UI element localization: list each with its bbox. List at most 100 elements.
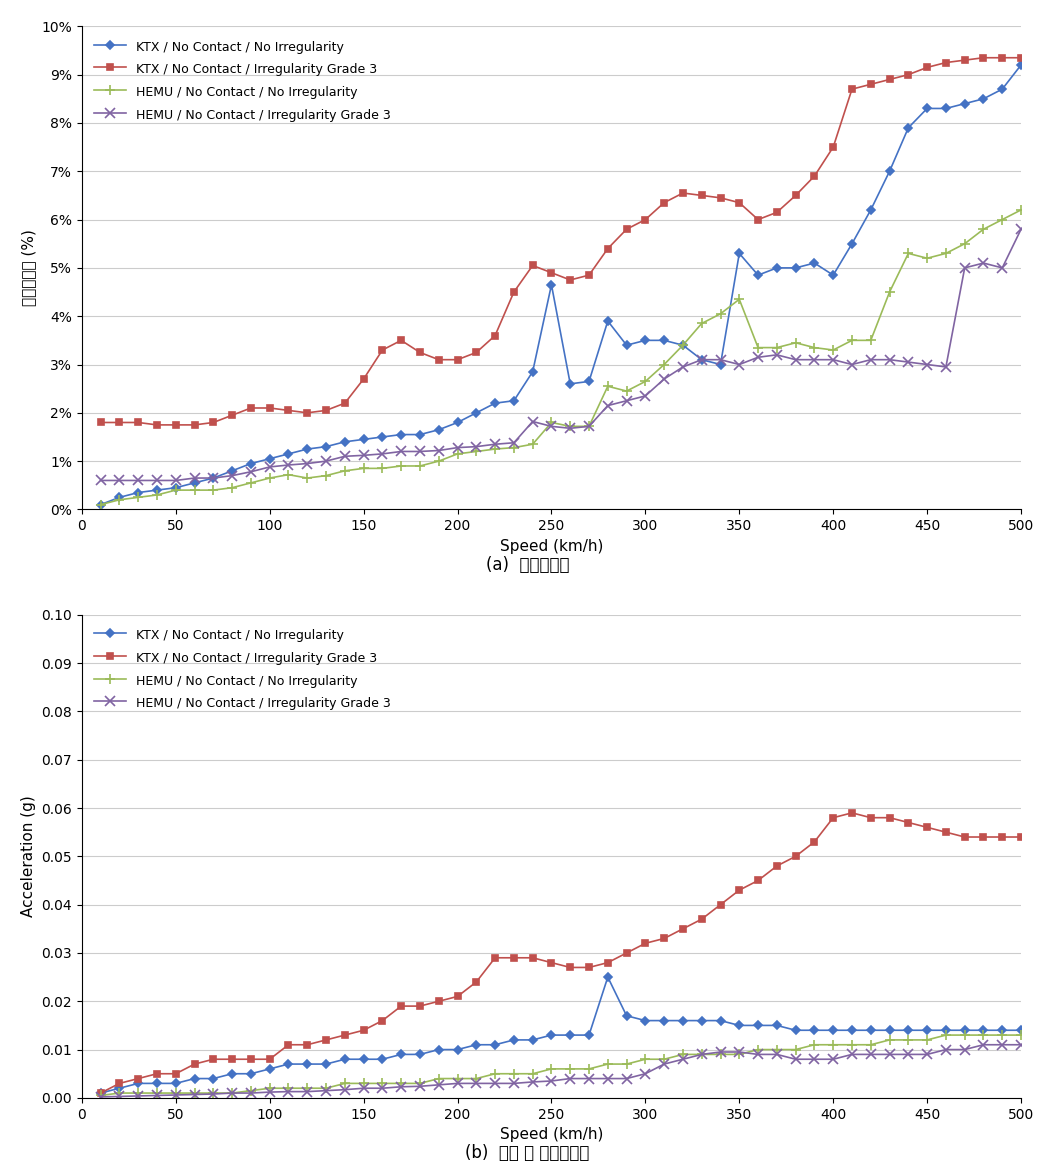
HEMU / No Contact / No Irregularity (582, 1062, 595, 1076)
KTX / No Contact / Irregularity Grade 3 (808, 835, 821, 849)
KTX / No Contact / Irregularity Grade 3 (264, 401, 276, 415)
KTX / No Contact / Irregularity Grade 3 (864, 811, 877, 825)
KTX / No Contact / No Irregularity (770, 1019, 783, 1033)
KTX / No Contact / Irregularity Grade 3 (902, 815, 915, 829)
KTX / No Contact / Irregularity Grade 3 (996, 51, 1009, 65)
HEMU / No Contact / No Irregularity (733, 292, 746, 306)
HEMU / No Contact / No Irregularity (827, 1037, 840, 1051)
KTX / No Contact / Irregularity Grade 3 (282, 404, 294, 418)
HEMU / No Contact / Irregularity Grade 3 (620, 1071, 633, 1085)
KTX / No Contact / No Irregularity (639, 1014, 652, 1028)
HEMU / No Contact / Irregularity Grade 3 (639, 1066, 652, 1080)
KTX / No Contact / Irregularity Grade 3 (620, 222, 633, 236)
HEMU / No Contact / No Irregularity (789, 1042, 802, 1056)
KTX / No Contact / No Irregularity (320, 1057, 332, 1071)
HEMU / No Contact / Irregularity Grade 3 (545, 1073, 558, 1087)
KTX / No Contact / Irregularity Grade 3 (770, 206, 783, 220)
HEMU / No Contact / Irregularity Grade 3 (676, 1053, 689, 1066)
Line: HEMU / No Contact / No Irregularity: HEMU / No Contact / No Irregularity (96, 1030, 1025, 1100)
KTX / No Contact / Irregularity Grade 3 (864, 77, 877, 91)
HEMU / No Contact / No Irregularity (151, 1086, 164, 1100)
KTX / No Contact / No Irregularity (1015, 1023, 1028, 1037)
KTX / No Contact / No Irregularity (808, 256, 821, 270)
HEMU / No Contact / Irregularity Grade 3 (601, 399, 614, 413)
KTX / No Contact / Irregularity Grade 3 (846, 806, 859, 820)
HEMU / No Contact / No Irregularity (846, 1037, 859, 1051)
KTX / No Contact / No Irregularity (770, 261, 783, 274)
KTX / No Contact / Irregularity Grade 3 (132, 1071, 145, 1085)
HEMU / No Contact / Irregularity Grade 3 (639, 388, 652, 402)
KTX / No Contact / No Irregularity (488, 397, 501, 411)
HEMU / No Contact / Irregularity Grade 3 (846, 357, 859, 371)
KTX / No Contact / Irregularity Grade 3 (488, 951, 501, 965)
HEMU / No Contact / Irregularity Grade 3 (433, 1078, 445, 1092)
KTX / No Contact / Irregularity Grade 3 (320, 1033, 332, 1047)
KTX / No Contact / Irregularity Grade 3 (582, 961, 595, 975)
HEMU / No Contact / Irregularity Grade 3 (452, 441, 464, 455)
HEMU / No Contact / No Irregularity (883, 1033, 896, 1047)
KTX / No Contact / Irregularity Grade 3 (376, 343, 388, 357)
HEMU / No Contact / Irregularity Grade 3 (770, 1048, 783, 1062)
HEMU / No Contact / No Irregularity (113, 493, 126, 507)
HEMU / No Contact / No Irregularity (902, 1033, 915, 1047)
Legend: KTX / No Contact / No Irregularity, KTX / No Contact / Irregularity Grade 3, HEM: KTX / No Contact / No Irregularity, KTX … (89, 621, 397, 718)
HEMU / No Contact / Irregularity Grade 3 (564, 421, 577, 435)
KTX / No Contact / No Irregularity (658, 334, 671, 348)
HEMU / No Contact / No Irregularity (827, 343, 840, 357)
KTX / No Contact / Irregularity Grade 3 (676, 186, 689, 200)
HEMU / No Contact / Irregularity Grade 3 (658, 372, 671, 386)
HEMU / No Contact / No Irregularity (488, 1066, 501, 1080)
KTX / No Contact / Irregularity Grade 3 (695, 912, 708, 926)
KTX / No Contact / No Irregularity (376, 1053, 388, 1066)
KTX / No Contact / Irregularity Grade 3 (940, 826, 953, 840)
HEMU / No Contact / Irregularity Grade 3 (395, 1079, 407, 1093)
KTX / No Contact / No Irregularity (207, 471, 219, 485)
HEMU / No Contact / No Irregularity (770, 1042, 783, 1056)
HEMU / No Contact / Irregularity Grade 3 (883, 1048, 896, 1062)
Line: HEMU / No Contact / Irregularity Grade 3: HEMU / No Contact / Irregularity Grade 3 (96, 1040, 1025, 1101)
KTX / No Contact / No Irregularity (94, 498, 107, 512)
KTX / No Contact / Irregularity Grade 3 (301, 406, 313, 420)
HEMU / No Contact / No Irregularity (226, 1086, 238, 1100)
Line: KTX / No Contact / Irregularity Grade 3: KTX / No Contact / Irregularity Grade 3 (97, 809, 1024, 1097)
KTX / No Contact / No Irregularity (582, 374, 595, 388)
KTX / No Contact / No Irregularity (789, 1023, 802, 1037)
KTX / No Contact / Irregularity Grade 3 (395, 334, 407, 348)
KTX / No Contact / No Irregularity (639, 334, 652, 348)
HEMU / No Contact / No Irregularity (469, 444, 482, 458)
HEMU / No Contact / No Irregularity (752, 1042, 765, 1056)
HEMU / No Contact / Irregularity Grade 3 (94, 473, 107, 487)
KTX / No Contact / No Irregularity (245, 1066, 257, 1080)
HEMU / No Contact / Irregularity Grade 3 (282, 458, 294, 472)
HEMU / No Contact / Irregularity Grade 3 (433, 443, 445, 457)
HEMU / No Contact / Irregularity Grade 3 (601, 1071, 614, 1085)
KTX / No Contact / Irregularity Grade 3 (188, 1057, 200, 1071)
Text: (a)  윤중감소율: (a) 윤중감소율 (485, 556, 570, 575)
HEMU / No Contact / No Irregularity (733, 1048, 746, 1062)
KTX / No Contact / Irregularity Grade 3 (582, 269, 595, 283)
KTX / No Contact / No Irregularity (921, 1023, 934, 1037)
KTX / No Contact / Irregularity Grade 3 (94, 1086, 107, 1100)
HEMU / No Contact / Irregularity Grade 3 (170, 1089, 183, 1103)
HEMU / No Contact / Irregularity Grade 3 (452, 1077, 464, 1091)
KTX / No Contact / Irregularity Grade 3 (226, 1053, 238, 1066)
KTX / No Contact / No Irregularity (170, 1077, 183, 1091)
KTX / No Contact / Irregularity Grade 3 (264, 1053, 276, 1066)
HEMU / No Contact / Irregularity Grade 3 (469, 1077, 482, 1091)
HEMU / No Contact / Irregularity Grade 3 (977, 1037, 990, 1051)
HEMU / No Contact / Irregularity Grade 3 (902, 355, 915, 369)
HEMU / No Contact / Irregularity Grade 3 (320, 455, 332, 469)
KTX / No Contact / Irregularity Grade 3 (526, 951, 539, 965)
KTX / No Contact / No Irregularity (940, 101, 953, 115)
KTX / No Contact / No Irregularity (170, 480, 183, 494)
HEMU / No Contact / No Irregularity (245, 476, 257, 490)
HEMU / No Contact / No Irregularity (282, 1082, 294, 1096)
KTX / No Contact / Irregularity Grade 3 (207, 1053, 219, 1066)
Line: HEMU / No Contact / No Irregularity: HEMU / No Contact / No Irregularity (96, 205, 1025, 509)
HEMU / No Contact / No Irregularity (170, 483, 183, 497)
Line: KTX / No Contact / No Irregularity: KTX / No Contact / No Irregularity (98, 62, 1023, 507)
KTX / No Contact / Irregularity Grade 3 (414, 345, 426, 359)
KTX / No Contact / Irregularity Grade 3 (469, 975, 482, 989)
HEMU / No Contact / No Irregularity (695, 1048, 708, 1062)
HEMU / No Contact / No Irregularity (94, 498, 107, 512)
